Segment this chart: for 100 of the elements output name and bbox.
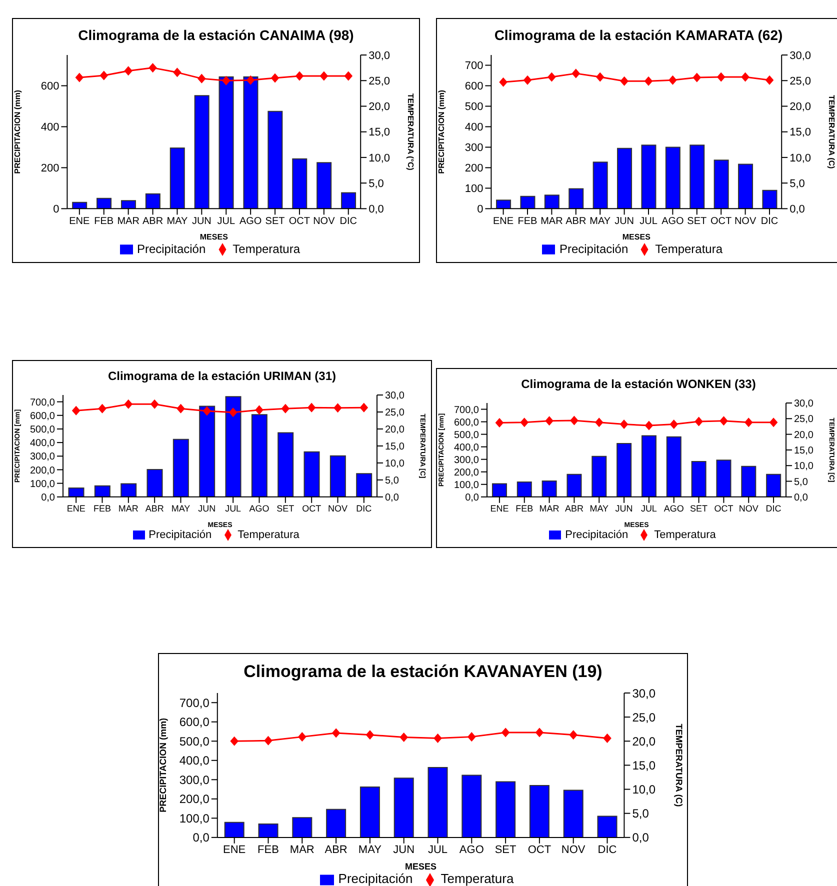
bar (691, 460, 706, 497)
point (124, 400, 132, 409)
legend-label: Temperatura (655, 242, 723, 256)
y-tick-label: 200,0 (30, 465, 56, 476)
point (535, 728, 544, 737)
bar (120, 483, 137, 497)
bar (218, 76, 234, 209)
x-tick-label: FEB (518, 216, 538, 227)
y2-tick-label: 15,0 (790, 126, 812, 139)
y2-tick-label: 20,0 (794, 430, 814, 441)
x-tick-label: FEB (94, 216, 114, 227)
y2-tick-label: 30,0 (790, 50, 812, 62)
x-tick-label: MAR (540, 216, 563, 227)
y2-tick-label: 25,0 (794, 414, 814, 426)
x-tick-label: ENE (223, 844, 246, 856)
y-axis-title: PRECIPITACION (mm) (12, 90, 22, 174)
point (400, 732, 408, 742)
point (72, 406, 80, 416)
chart-title: Climograma de la estación KAMARATA (62) (493, 27, 784, 45)
y2-tick-label: 10,0 (632, 782, 656, 797)
legend-label: Precipitación (148, 528, 212, 541)
bar (641, 435, 656, 497)
x-tick-label: AGO (239, 216, 262, 227)
x-tick-label: FEB (258, 844, 279, 856)
point (281, 404, 290, 414)
legend-label: Precipitación (136, 242, 206, 256)
y-tick-label: 600 (40, 80, 60, 93)
y2-tick-label: 0,0 (368, 204, 384, 216)
point (344, 72, 352, 80)
point (230, 736, 238, 746)
y-axis-title: PRECIPITACION (mm) (436, 90, 446, 174)
point (596, 72, 604, 82)
point (173, 68, 182, 77)
y-tick-label: 200 (464, 162, 484, 175)
y-axis-title: PRECIPITACION (mm) (158, 718, 168, 812)
y-tick-label: 600,0 (179, 715, 210, 730)
x-tick-label: JUN (615, 503, 633, 514)
y-tick-label: 400,0 (30, 438, 56, 450)
x-tick-label: DIC (340, 216, 357, 227)
x-tick-label: SET (265, 216, 285, 227)
point (332, 728, 340, 738)
y-tick-label: 400,0 (454, 442, 480, 454)
x-tick-label: ABR (324, 844, 348, 856)
chart-title: Climograma de la estación WONKEN (33) (520, 377, 757, 393)
bar (225, 396, 242, 497)
x-tick-label: JUN (614, 216, 634, 227)
y-tick-label: 600 (464, 80, 484, 93)
y2-tick-label: 0,0 (794, 492, 808, 504)
point (644, 76, 652, 86)
bar (292, 158, 308, 209)
point (603, 734, 612, 743)
point (502, 728, 510, 737)
y2-tick-label: 10,0 (790, 152, 812, 164)
x-tick-label: JUL (225, 503, 242, 514)
point (468, 732, 476, 742)
x-tick-label: MAR (290, 844, 314, 856)
bar (563, 790, 584, 838)
point (271, 74, 280, 83)
x-tick-label: SET (276, 503, 295, 514)
y2-axis-title: TEMPERATURA (C) (827, 94, 836, 170)
point (320, 72, 328, 80)
point (148, 63, 157, 72)
y2-tick-label: 10,0 (794, 461, 814, 472)
legend-label: Temperatura (238, 528, 300, 541)
bar (170, 148, 185, 209)
y-tick-label: 200,0 (179, 792, 210, 806)
point (741, 72, 750, 82)
y-tick-label: 700,0 (454, 404, 480, 416)
point (620, 76, 628, 86)
y2-tick-label: 20,0 (368, 101, 390, 114)
bar (68, 487, 84, 497)
y-tick-label: 300 (464, 142, 484, 154)
point (202, 406, 211, 416)
point (334, 403, 342, 412)
bar (566, 474, 582, 497)
bar (617, 148, 632, 209)
y-tick-label: 0,0 (192, 830, 210, 845)
x-tick-label: MAR (539, 503, 560, 514)
bar (520, 196, 536, 209)
y2-tick-label: 5,0 (368, 178, 384, 190)
x-axis-title: MESES (200, 232, 229, 242)
bar (243, 76, 258, 209)
x-axis-title: MESES (405, 861, 437, 872)
y-tick-label: 0,0 (41, 492, 56, 504)
bar (529, 784, 550, 838)
y2-tick-label: 25,0 (385, 408, 405, 419)
x-tick-label: OCT (302, 503, 322, 514)
bar (251, 414, 268, 497)
x-tick-label: JUN (393, 844, 415, 856)
y2-tick-label: 15,0 (368, 126, 390, 139)
bar (592, 456, 607, 497)
point (499, 78, 508, 87)
bar (666, 436, 682, 497)
bar (716, 460, 732, 497)
x-tick-label: FEB (516, 503, 534, 514)
bar (224, 822, 244, 838)
y-tick-label: 400,0 (179, 754, 210, 768)
bar (597, 816, 618, 838)
bar (542, 480, 557, 497)
y-tick-label: 700,0 (179, 696, 210, 710)
